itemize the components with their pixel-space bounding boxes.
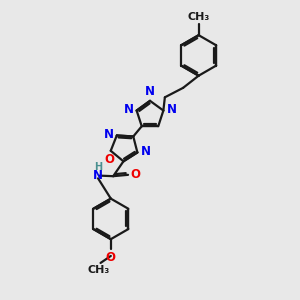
- Text: H: H: [94, 162, 102, 172]
- Text: N: N: [93, 169, 103, 182]
- Text: N: N: [145, 85, 154, 98]
- Text: N: N: [141, 146, 151, 158]
- Text: N: N: [123, 103, 134, 116]
- Text: O: O: [104, 154, 114, 166]
- Text: N: N: [103, 128, 114, 141]
- Text: O: O: [131, 168, 141, 181]
- Text: CH₃: CH₃: [188, 12, 210, 22]
- Text: N: N: [167, 103, 177, 116]
- Text: O: O: [106, 251, 116, 264]
- Text: CH₃: CH₃: [88, 265, 110, 275]
